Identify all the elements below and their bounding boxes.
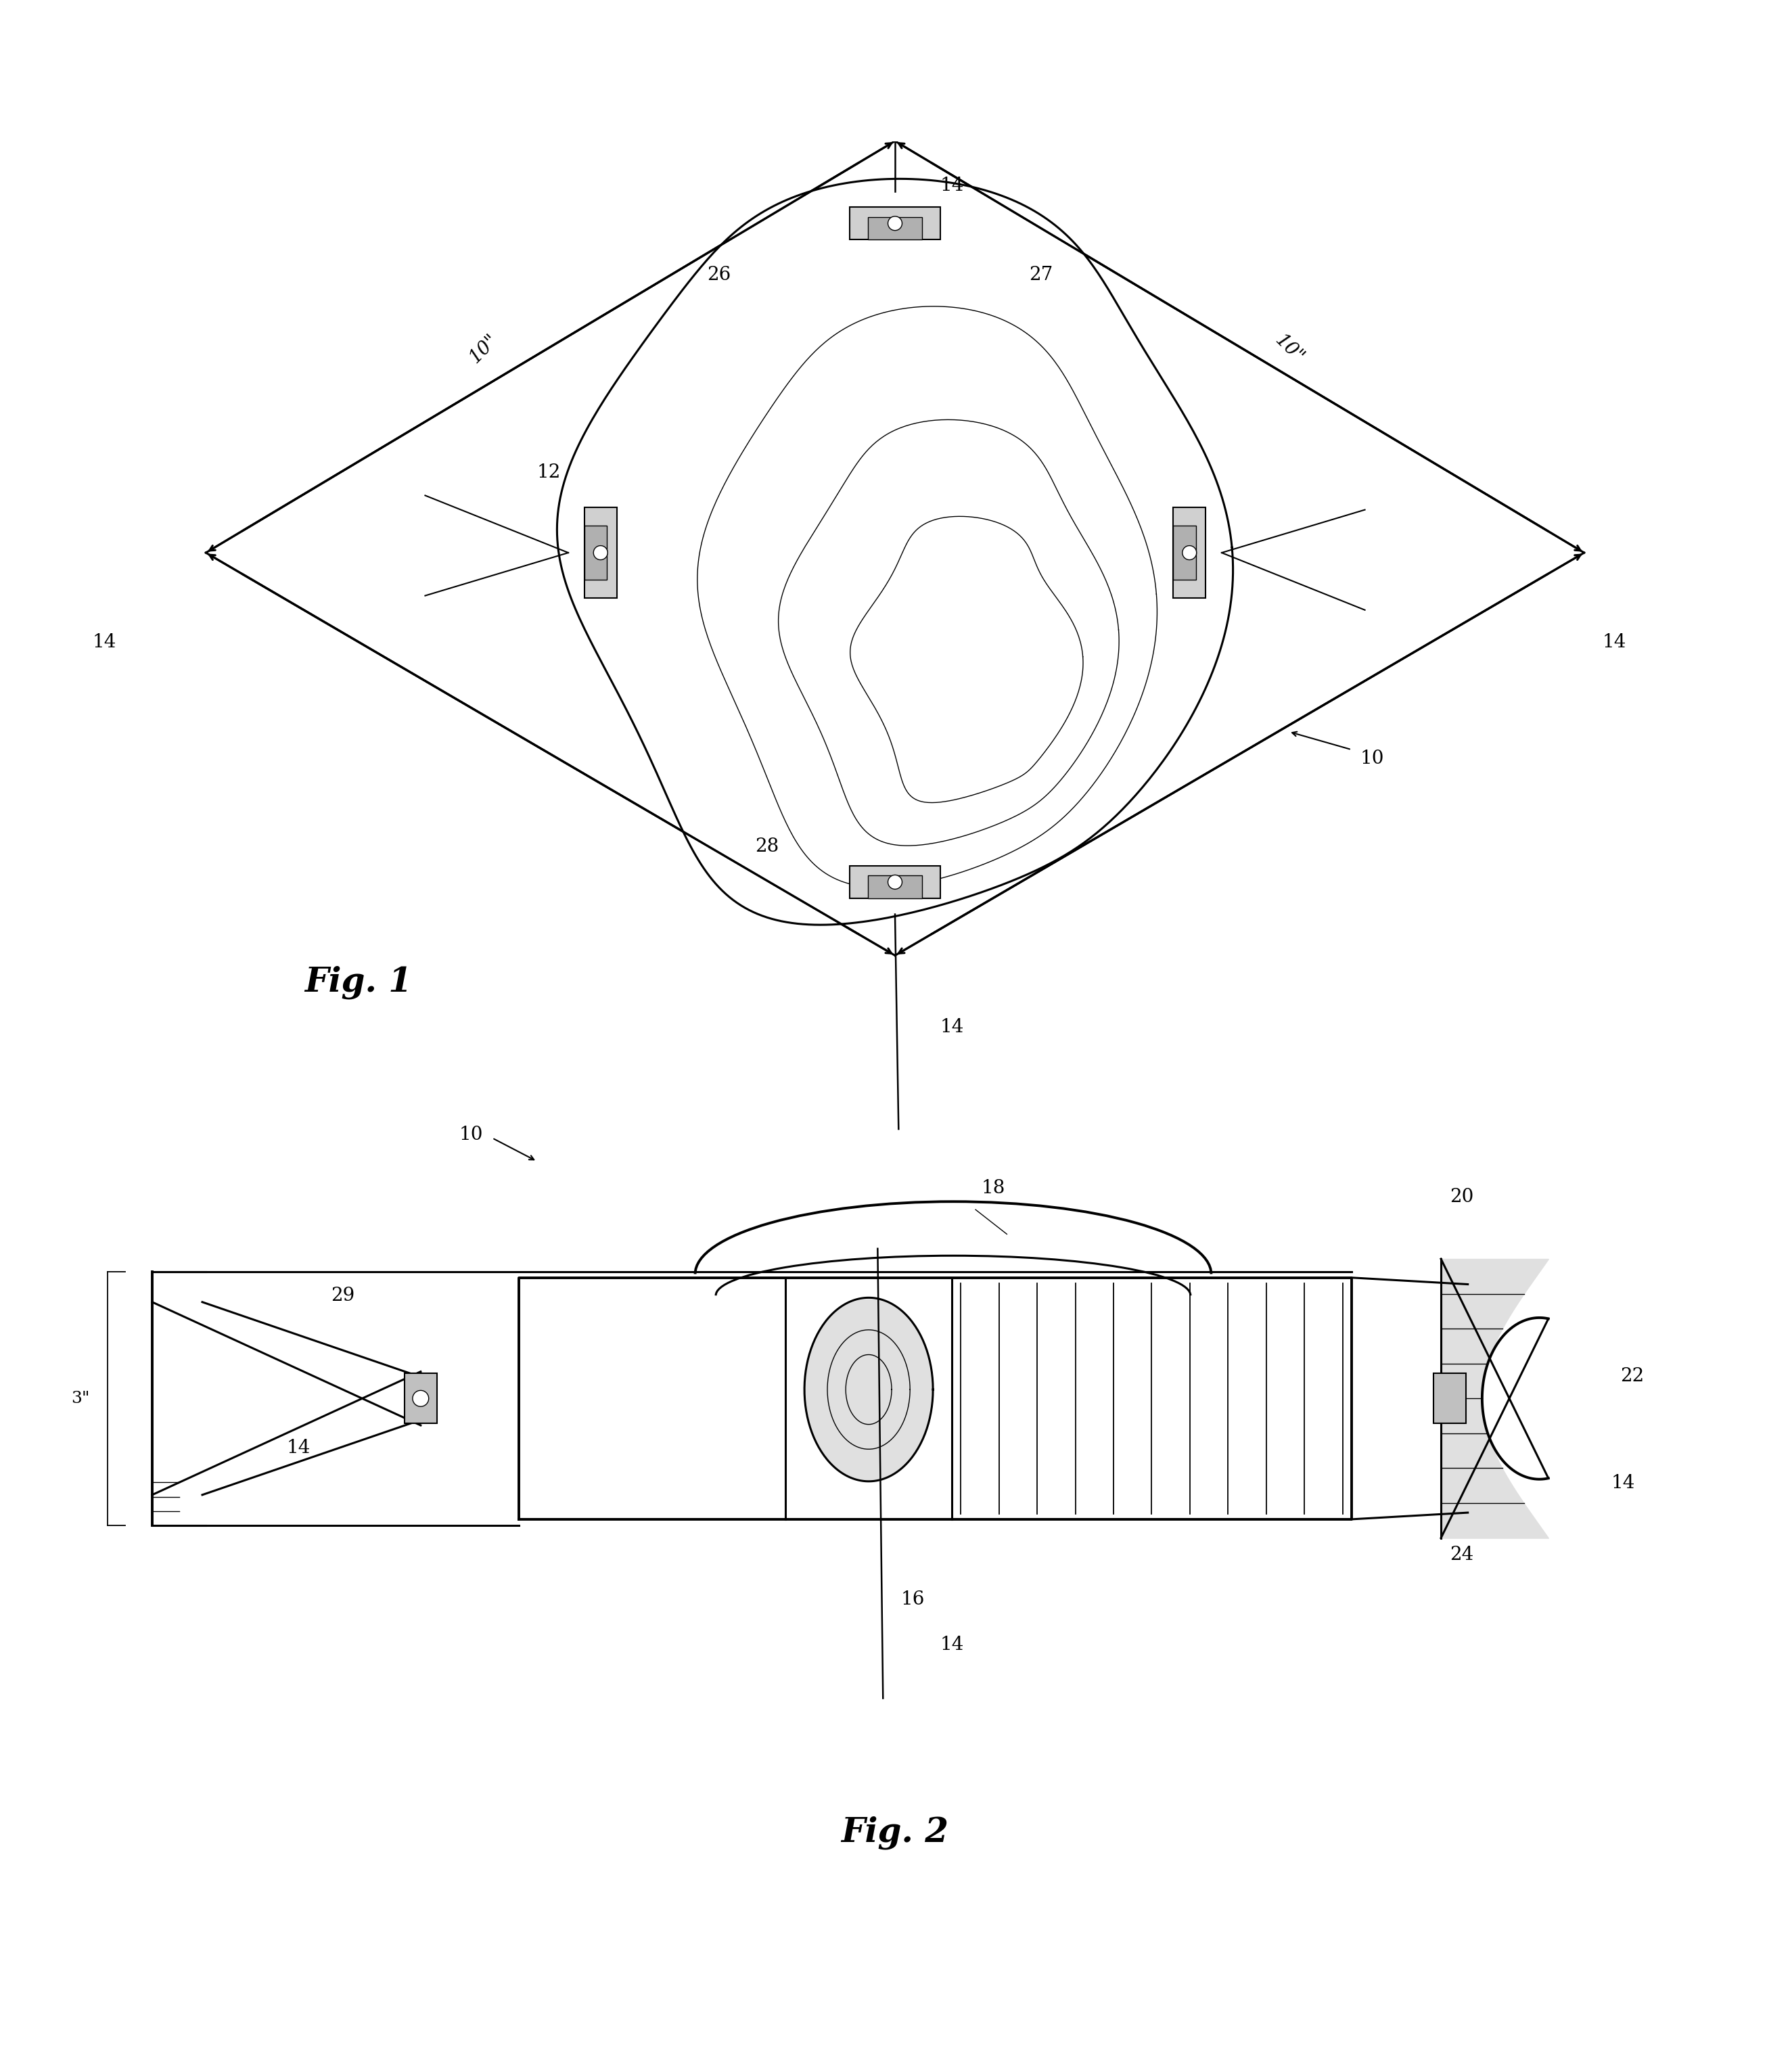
Bar [868,218,922,240]
Text: 14: 14 [1611,1475,1634,1492]
Circle shape [888,874,902,889]
Text: Fig. 2: Fig. 2 [841,1815,949,1848]
Text: 10: 10 [1360,750,1384,769]
Text: 14: 14 [1602,634,1625,651]
Text: 10": 10" [465,332,501,367]
Text: 14: 14 [93,634,116,651]
Bar [405,1374,437,1423]
Text: Fig. 1: Fig. 1 [304,966,412,999]
Polygon shape [804,1297,933,1481]
Text: 16: 16 [900,1591,925,1610]
Text: 27: 27 [1029,265,1053,284]
Text: 26: 26 [707,265,730,284]
Circle shape [594,545,607,559]
Bar [1434,1374,1466,1423]
Text: 10": 10" [1271,332,1307,367]
Text: 22: 22 [1620,1368,1643,1386]
Polygon shape [557,178,1233,924]
Bar [850,866,940,897]
Circle shape [888,215,902,230]
Text: 29: 29 [331,1287,354,1305]
Bar [850,207,940,240]
Text: 24: 24 [1450,1546,1473,1564]
Text: 28: 28 [755,837,779,856]
Bar [584,526,607,580]
Bar [868,876,922,897]
Circle shape [412,1390,430,1407]
Text: 10: 10 [460,1125,483,1144]
Text: 14: 14 [286,1438,310,1457]
Text: 18: 18 [981,1179,1006,1198]
Circle shape [1183,545,1196,559]
Text: 14: 14 [940,1635,963,1653]
Bar [1174,508,1206,599]
Bar [584,508,616,599]
Text: 14: 14 [940,1017,963,1036]
Text: 14: 14 [940,176,963,195]
Bar [1174,526,1196,580]
Text: 20: 20 [1450,1187,1473,1206]
Text: 12: 12 [537,462,560,481]
Text: 3": 3" [72,1390,90,1407]
